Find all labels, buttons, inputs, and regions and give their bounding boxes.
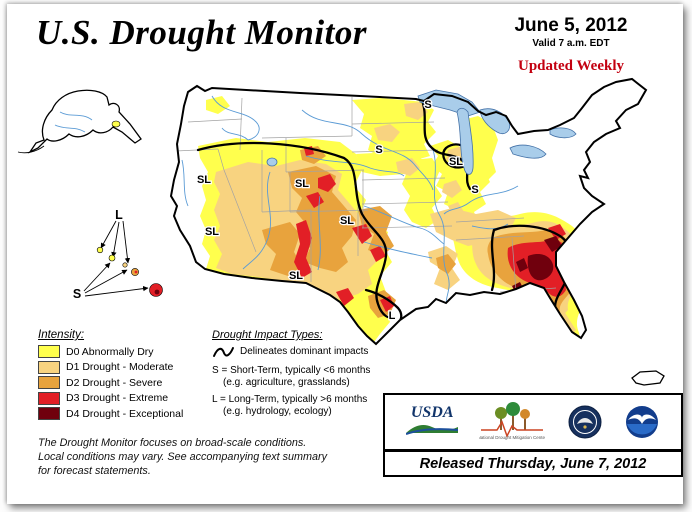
footnote-line2: Local conditions may vary. See accompany… xyxy=(38,451,328,464)
short-term-example: (e.g. agriculture, grasslands) xyxy=(223,377,350,388)
usda-swoosh-icon xyxy=(405,424,459,435)
heartbeat-line-icon xyxy=(481,420,544,438)
logo-bar: USDA National Drought Mitigation Center xyxy=(383,393,683,451)
delineation-curve-icon xyxy=(213,347,234,357)
impact-label: S xyxy=(471,184,478,196)
legend-row-d1: D1 Drought - Moderate xyxy=(38,360,183,374)
impact-label: SL xyxy=(197,174,211,186)
alaska-inset xyxy=(17,89,142,154)
updated-weekly: Updated Weekly xyxy=(518,58,624,74)
ndmc-logo: National Drought Mitigation Center xyxy=(479,402,545,440)
impact-label: S xyxy=(73,287,81,301)
d2-label: D2 Drought - Severe xyxy=(66,376,163,389)
commerce-seal-icon xyxy=(568,405,602,439)
impact-types-legend: Drought Impact Types: Delineates dominan… xyxy=(212,329,397,423)
d2-swatch xyxy=(38,376,60,389)
legend-row-d0: D0 Abnormally Dry xyxy=(38,345,183,358)
d4-swatch xyxy=(38,407,60,420)
d0-swatch xyxy=(38,345,60,358)
d0-label: D0 Abnormally Dry xyxy=(66,345,154,358)
legend-row-d4: D4 Drought - Exceptional xyxy=(38,407,183,420)
legend-heading: Intensity: xyxy=(38,329,85,341)
long-term-label: L = Long-Term, typically >6 months xyxy=(212,394,368,405)
map-date: June 5, 2012 xyxy=(514,15,628,36)
long-term-example: (e.g. hydrology, ecology) xyxy=(223,406,332,417)
usda-logo: USDA xyxy=(405,403,459,440)
d1-swatch xyxy=(38,360,60,374)
usda-logo-text: USDA xyxy=(410,403,454,421)
released-text: Released Thursday, June 7, 2012 xyxy=(419,455,647,472)
impact-label: L xyxy=(115,208,123,222)
impact-label: SL xyxy=(289,270,303,282)
d3-swatch xyxy=(38,391,60,405)
d4-label: D4 Drought - Exceptional xyxy=(66,407,184,420)
d1-label: D1 Drought - Moderate xyxy=(66,361,174,373)
legend-row-d2: D2 Drought - Severe xyxy=(38,376,183,389)
impact-label: S xyxy=(424,99,431,111)
valid-time: Valid 7 a.m. EDT xyxy=(532,38,610,49)
d3-label: D3 Drought - Extreme xyxy=(66,392,169,404)
rivers xyxy=(181,95,519,307)
impact-label: S xyxy=(375,144,382,156)
legend-row-d3: D3 Drought - Extreme xyxy=(38,391,183,405)
impacts-heading: Drought Impact Types: xyxy=(212,329,323,341)
intensity-legend: Intensity: D0 Abnormally Dry D1 Drought … xyxy=(38,329,183,423)
released-bar: Released Thursday, June 7, 2012 xyxy=(383,450,683,477)
footnote: The Drought Monitor focuses on broad-sca… xyxy=(38,436,327,478)
delineates-label: Delineates dominant impacts xyxy=(240,346,369,357)
puerto-rico-inset xyxy=(631,370,665,386)
map-impact-labels: S S SL S SL SL SL SL SL L L S xyxy=(72,98,480,324)
date-block: June 5, 2012 Valid 7 a.m. EDT Updated We… xyxy=(486,15,656,75)
footnote-line1: The Drought Monitor focuses on broad-sca… xyxy=(38,437,307,449)
ndmc-caption: National Drought Mitigation Center xyxy=(479,435,545,440)
hawaii-inset xyxy=(83,220,163,297)
footnote-line3: for forecast statements. xyxy=(38,465,151,478)
impact-label: SL xyxy=(340,215,354,227)
impact-label: SL xyxy=(295,178,309,190)
noaa-seal-icon xyxy=(625,406,658,438)
impact-label: SL xyxy=(449,156,463,168)
short-term-label: S = Short-Term, typically <6 months xyxy=(212,365,371,376)
impact-label: SL xyxy=(205,226,219,238)
page-title: U.S. Drought Monitor xyxy=(36,13,367,52)
impact-label: L xyxy=(389,310,396,322)
